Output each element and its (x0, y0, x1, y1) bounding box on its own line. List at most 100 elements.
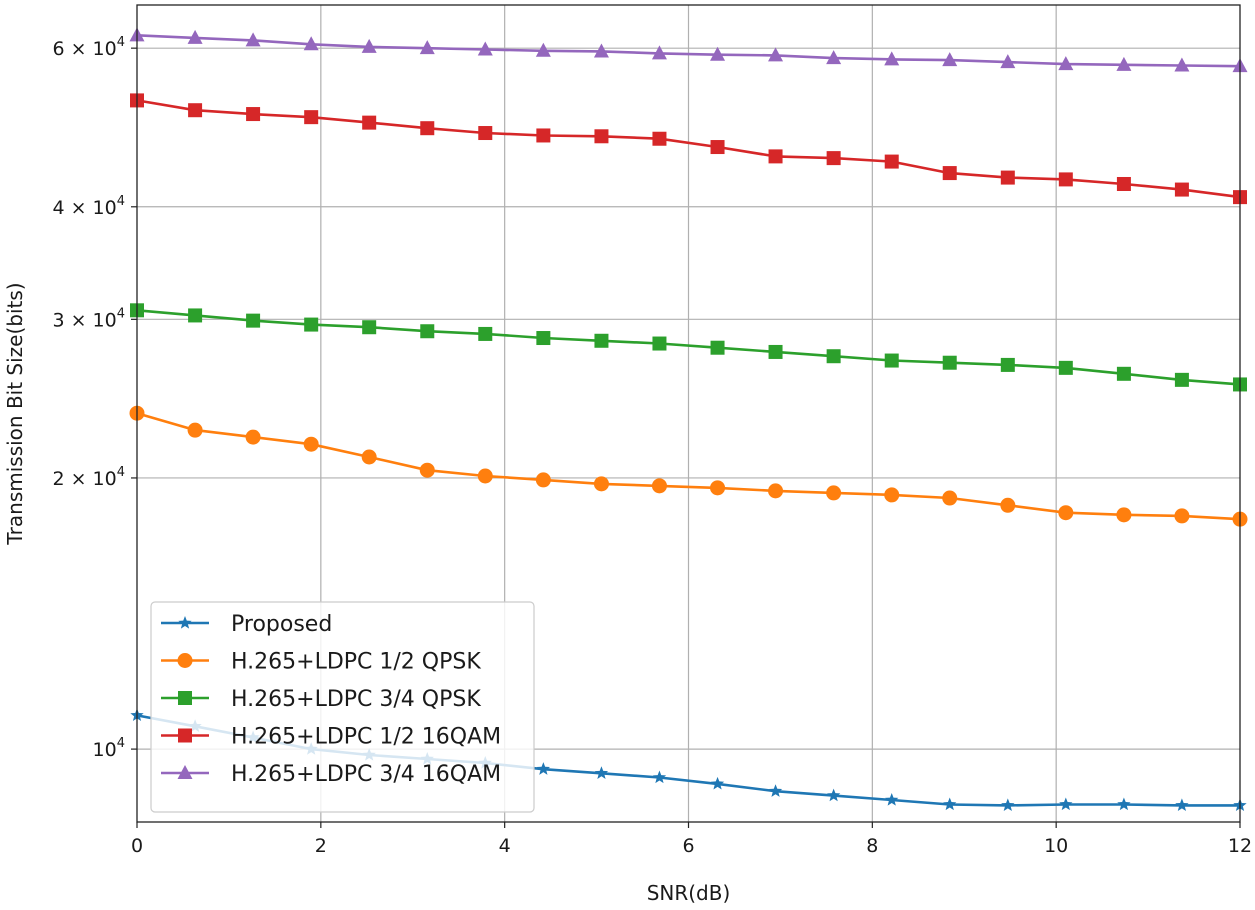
data-point (710, 480, 726, 496)
data-point (943, 797, 957, 811)
y-tick-label: 3 × 104 (52, 306, 125, 331)
data-point (535, 42, 551, 57)
y-tick-exponent: 4 (117, 465, 125, 480)
data-point (826, 485, 842, 501)
data-point (419, 40, 435, 55)
data-point (1174, 57, 1190, 72)
legend-box (150, 601, 535, 813)
data-point (187, 29, 203, 44)
data-point (826, 349, 841, 364)
series-line (136, 34, 1241, 68)
y-tick-exponent: 4 (117, 736, 125, 751)
data-point (535, 472, 551, 488)
legend-marker (177, 765, 193, 779)
data-point (1058, 172, 1073, 187)
data-point (1001, 798, 1015, 812)
legend-item: H.265+LDPC 3/4 16QAM (161, 762, 501, 787)
y-tick-label: 2 × 104 (52, 465, 125, 490)
x-tick-label: 0 (131, 835, 143, 857)
legend-label: H.265+LDPC 1/2 16QAM (231, 725, 501, 750)
data-point (884, 154, 899, 169)
data-point (1116, 366, 1131, 381)
y-tick-exponent: 4 (117, 306, 125, 321)
x-tick-label: 6 (682, 835, 694, 857)
series-line (136, 411, 1241, 521)
data-point (768, 149, 783, 164)
x-axis-label: SNR(dB) (647, 881, 731, 905)
data-point (594, 766, 609, 779)
data-point (1000, 357, 1015, 372)
data-point (536, 128, 551, 143)
data-point (362, 320, 377, 335)
data-point (1174, 182, 1189, 197)
data-point (188, 103, 203, 118)
data-point (594, 333, 609, 348)
data-point (942, 52, 958, 67)
data-point (477, 41, 493, 56)
data-point (1116, 56, 1132, 71)
legend-label: H.265+LDPC 1/2 QPSK (231, 650, 481, 675)
x-tick-label: 4 (499, 835, 511, 857)
data-point (651, 45, 667, 60)
data-point (1000, 497, 1016, 513)
data-point (593, 43, 609, 58)
series-2 (130, 303, 1247, 392)
data-point (826, 151, 841, 166)
data-point (710, 340, 725, 355)
y-tick-base: 4 × 10 (52, 197, 116, 219)
legend: Proposed H.265+LDPC 1/2 QPSK H.265+LDPC 3/… (150, 601, 535, 813)
y-tick-base: 2 × 10 (52, 468, 116, 490)
data-point (768, 47, 784, 62)
legend-marker (178, 616, 192, 629)
series-line (136, 99, 1241, 199)
legend-marker (177, 653, 193, 668)
data-point (304, 110, 319, 125)
data-point (303, 436, 319, 452)
data-point (884, 51, 900, 66)
data-point (536, 331, 551, 346)
data-point (710, 46, 726, 61)
data-point (826, 788, 841, 802)
data-point (420, 324, 435, 339)
data-point (651, 478, 667, 494)
y-tick-base: 10 (93, 739, 117, 761)
data-point (536, 762, 551, 775)
data-point (1174, 508, 1190, 524)
data-point (1058, 505, 1074, 521)
y-axis-label: Transmission Bit Size(bits) (3, 282, 27, 545)
y-tick-base: 3 × 10 (52, 309, 116, 331)
data-point (361, 449, 377, 465)
data-point (361, 38, 377, 53)
legend-item: H.265+LDPC 3/4 QPSK (161, 687, 481, 712)
legend-label: Proposed (231, 612, 332, 637)
data-point (245, 429, 261, 445)
data-point (362, 115, 377, 130)
legend-item: H.265+LDPC 1/2 16QAM (161, 725, 501, 750)
data-point (1059, 797, 1073, 811)
data-point (652, 131, 667, 146)
data-point (188, 308, 203, 323)
x-tick-label: 2 (315, 835, 327, 857)
y-tick-label: 6 × 104 (52, 35, 125, 60)
data-point (478, 326, 493, 341)
data-point (594, 129, 609, 144)
data-point (477, 468, 493, 484)
legend-marker (178, 728, 192, 743)
data-point (885, 793, 899, 806)
data-point (593, 476, 609, 492)
data-point (303, 36, 319, 51)
data-point (942, 355, 957, 370)
data-point (478, 126, 493, 141)
data-point (942, 490, 958, 506)
data-point (1117, 797, 1131, 811)
x-tick-label: 12 (1228, 835, 1252, 857)
y-tick-exponent: 4 (117, 35, 125, 50)
data-point (884, 353, 899, 368)
data-point (1058, 56, 1074, 71)
data-point (710, 140, 725, 155)
data-point (826, 50, 842, 65)
data-point (246, 107, 261, 122)
data-point (710, 776, 725, 790)
